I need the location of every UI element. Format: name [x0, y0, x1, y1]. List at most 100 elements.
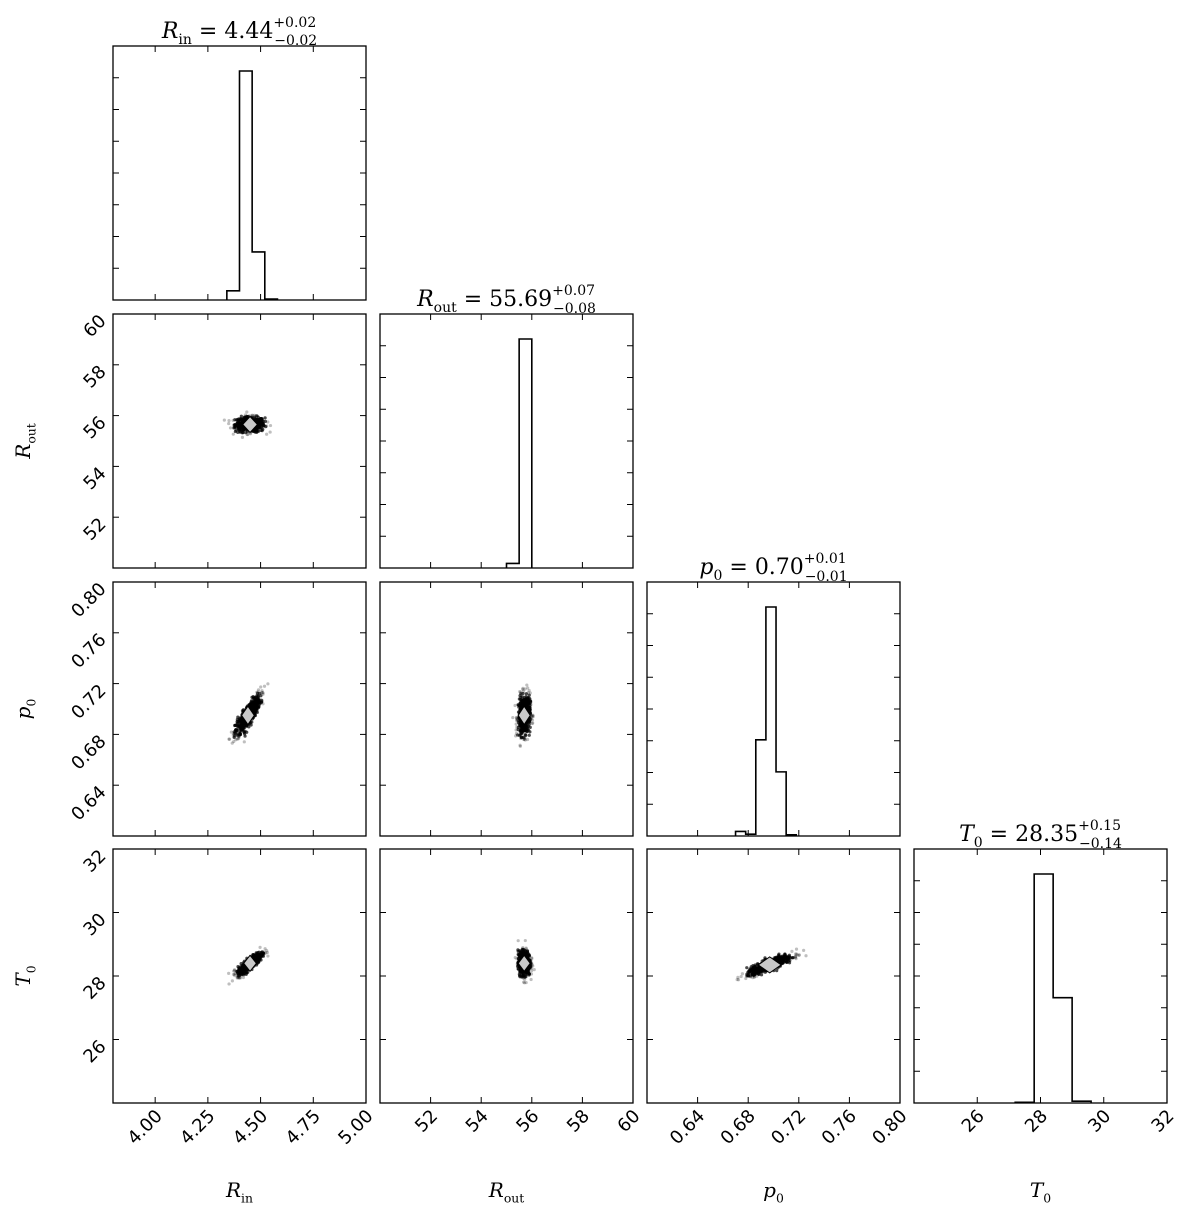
title-subscript: in — [178, 32, 192, 48]
scatter-point — [260, 689, 264, 693]
scatter-point — [513, 703, 517, 708]
title-value: 28.35 — [1015, 822, 1078, 847]
scatter-frame — [646, 848, 901, 1104]
hist-panel-out: Rout = 55.69+0.07 −0.08 — [379, 283, 634, 569]
scatter-panel-in-vs-0 — [112, 581, 367, 837]
scatter-point — [521, 687, 525, 691]
hist-panel-0: p0 = 0.70+0.01 −0.01 — [646, 551, 901, 837]
scatter-frame — [112, 313, 367, 569]
scatter-point — [257, 697, 261, 701]
hist-bin — [1053, 998, 1072, 1103]
scatter-point — [525, 700, 529, 704]
hist-bin — [1034, 874, 1053, 1103]
scatter-point — [265, 950, 269, 955]
scatter-point — [238, 969, 242, 974]
scatter-point — [253, 953, 258, 957]
scatter-point — [749, 965, 753, 969]
scatter-point — [529, 977, 533, 982]
scatter-point — [240, 723, 244, 727]
scatter-point — [515, 957, 519, 961]
x-tick-label: 0.76 — [818, 1106, 861, 1149]
title-err-minus: −0.14 — [1079, 836, 1122, 852]
scatter-point — [523, 687, 527, 691]
scatter-point — [523, 938, 527, 943]
y-tick-label: 0.72 — [67, 680, 110, 723]
scatter-point — [236, 974, 240, 978]
scatter-point — [235, 737, 239, 741]
scatter-point — [231, 418, 235, 423]
hist-frame — [913, 848, 1168, 1104]
y-axis-label: T0 — [11, 965, 39, 986]
scatter-point — [266, 682, 270, 686]
scatter-point — [531, 713, 535, 717]
scatter-point — [256, 691, 260, 695]
scatter-point — [231, 432, 235, 436]
title-err-minus: −0.08 — [553, 301, 596, 317]
title-subscript: 0 — [713, 568, 722, 584]
scatter-point — [521, 974, 526, 978]
scatter-point — [776, 953, 781, 957]
scatter-point — [227, 982, 231, 986]
scatter-point — [519, 690, 523, 694]
scatter-point — [259, 700, 264, 705]
scatter-point — [240, 424, 244, 428]
title-value: 55.69 — [489, 287, 552, 312]
scatter-point — [243, 431, 248, 435]
y-tick-label: 26 — [79, 1036, 110, 1067]
scatter-point — [530, 715, 534, 719]
scatter-point — [518, 690, 522, 694]
scatter-point — [235, 976, 239, 980]
hist-frame — [646, 581, 901, 837]
scatter-point — [238, 729, 242, 733]
x-axis-label-subscript: in — [241, 1191, 253, 1206]
scatter-point — [227, 737, 231, 741]
scatter-point — [531, 714, 535, 719]
scatter-point — [752, 971, 756, 976]
scatter-point — [232, 426, 236, 430]
x-tick-label: 26 — [958, 1106, 989, 1137]
hist-step-line — [226, 70, 279, 300]
scatter-point — [261, 691, 265, 695]
scatter-point — [525, 737, 530, 742]
scatter-point — [744, 976, 748, 981]
x-axis-label-subscript: out — [504, 1191, 524, 1206]
x-axis-label: Rout — [488, 1178, 525, 1206]
scatter-point — [526, 686, 530, 690]
x-tick-label: 0.64 — [666, 1106, 709, 1149]
title-symbol: R — [416, 287, 434, 312]
scatter-point — [781, 958, 785, 962]
scatter-point — [250, 413, 254, 417]
scatter-point — [514, 722, 518, 726]
scatter-point — [518, 975, 522, 979]
scatter-point — [528, 691, 532, 695]
scatter-point — [526, 691, 530, 695]
scatter-point — [238, 421, 242, 425]
hist-step-line — [734, 606, 798, 836]
x-axis-label-subscript: 0 — [1043, 1191, 1051, 1206]
hist-bin — [240, 71, 253, 300]
scatter-frame — [112, 581, 367, 837]
scatter-point — [266, 954, 270, 958]
x-tick-label: 0.80 — [868, 1106, 911, 1149]
contour-diamond — [241, 705, 255, 726]
scatter-point — [253, 696, 257, 700]
scatter-point — [263, 416, 267, 420]
scatter-point — [751, 976, 755, 980]
scatter-point — [797, 953, 801, 957]
scatter-point — [256, 950, 260, 955]
scatter-point — [794, 947, 799, 951]
scatter-point — [238, 966, 242, 970]
y-tick-label: 54 — [79, 463, 110, 494]
scatter-point — [252, 703, 256, 707]
scatter-point — [263, 947, 267, 951]
y-tick-label: 58 — [79, 361, 110, 392]
scatter-point — [236, 715, 240, 719]
scatter-point — [516, 721, 521, 725]
scatter-point — [794, 952, 799, 956]
scatter-point — [229, 730, 233, 734]
scatter-point — [231, 423, 236, 427]
x-tick-label: 60 — [613, 1106, 644, 1137]
title-subscript: 0 — [974, 835, 983, 851]
scatter-point — [524, 692, 528, 696]
scatter-point — [238, 430, 242, 434]
